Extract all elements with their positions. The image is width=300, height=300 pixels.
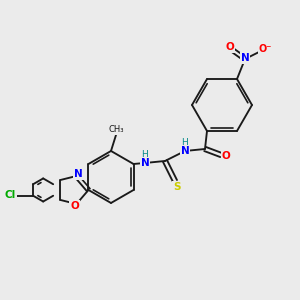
Text: N: N [241, 53, 249, 63]
Text: N: N [181, 146, 189, 156]
Text: H: H [182, 139, 188, 148]
Text: O: O [222, 151, 230, 161]
Text: S: S [173, 182, 181, 192]
Text: Cl: Cl [4, 190, 16, 200]
Text: CH₃: CH₃ [108, 125, 124, 134]
Text: N: N [141, 158, 149, 168]
Text: N: N [74, 169, 83, 179]
Text: O: O [226, 42, 234, 52]
Text: O⁻: O⁻ [258, 44, 272, 54]
Text: H: H [142, 151, 148, 160]
Text: O: O [70, 201, 79, 211]
